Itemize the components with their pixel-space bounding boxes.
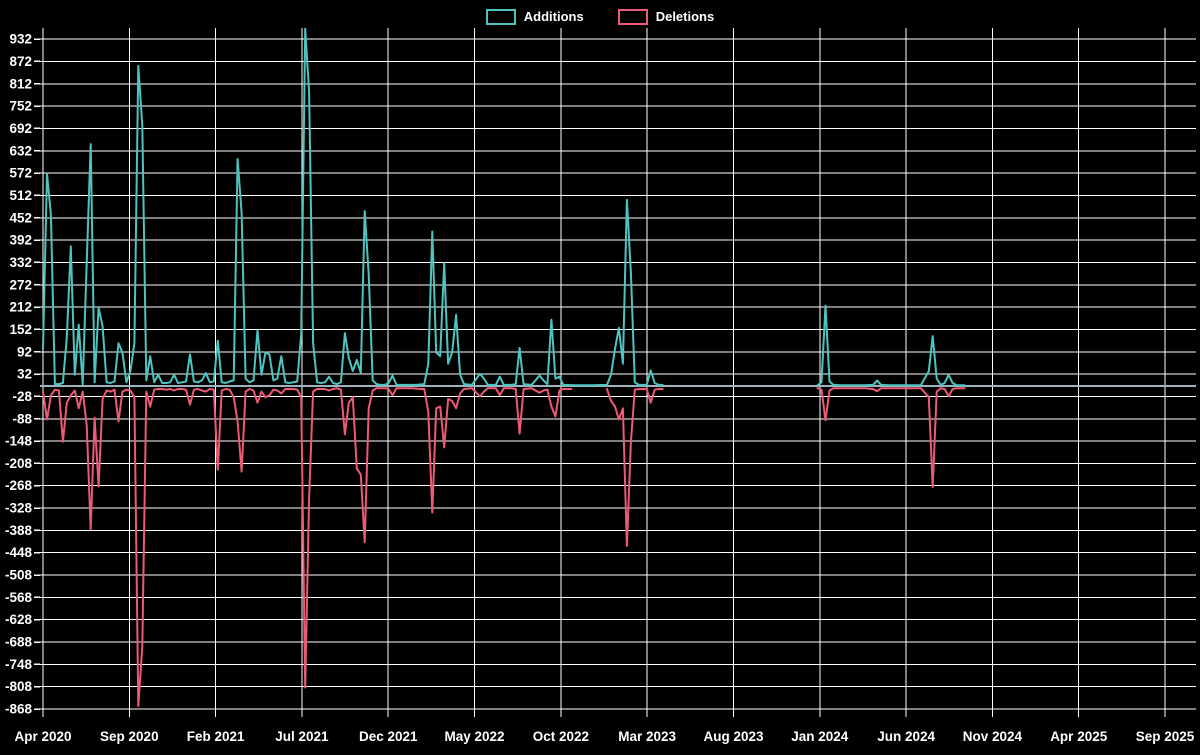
x-tick-label: Apr 2025 (1050, 729, 1108, 744)
x-tick-label: Sep 2025 (1136, 729, 1195, 744)
y-tick-label: 212 (9, 300, 32, 315)
y-tick-label: -268 (5, 478, 33, 493)
y-tick-label: 272 (9, 277, 32, 292)
deletions-line (816, 387, 966, 489)
deletions-line (42, 387, 573, 708)
y-tick-label: 32 (17, 367, 32, 382)
y-tick-label: 452 (9, 210, 32, 225)
y-tick-label: 392 (9, 233, 32, 248)
y-tick-label: 152 (9, 322, 32, 337)
y-tick-label: -688 (5, 635, 33, 650)
additions-line (42, 27, 664, 387)
y-tick-label: 572 (9, 166, 32, 181)
deletions-line (606, 388, 664, 547)
y-tick-label: 332 (9, 255, 32, 270)
x-tick-label: Jul 2021 (275, 729, 329, 744)
y-tick-label: -448 (5, 545, 33, 560)
y-tick-label: -388 (5, 523, 33, 538)
y-tick-label: 632 (9, 143, 32, 158)
x-tick-label: May 2022 (445, 729, 505, 744)
deletions-swatch-icon (617, 9, 648, 25)
legend-item-additions[interactable]: Additions (481, 8, 588, 26)
y-tick-label: -148 (5, 434, 33, 449)
x-tick-label: Aug 2023 (703, 729, 764, 744)
legend-item-deletions[interactable]: Deletions (613, 8, 719, 26)
y-tick-label: 752 (9, 99, 32, 114)
x-tick-label: Sep 2020 (100, 729, 159, 744)
x-tick-label: Nov 2024 (963, 729, 1023, 744)
y-tick-label: -508 (5, 568, 33, 583)
legend-label-deletions: Deletions (655, 9, 715, 24)
y-tick-label: -628 (5, 612, 33, 627)
x-tick-label: Mar 2023 (618, 729, 676, 744)
chart-legend: Additions Deletions (0, 8, 1200, 26)
x-tick-label: Jun 2024 (877, 729, 935, 744)
y-tick-label: 812 (9, 76, 32, 91)
x-tick-label: Apr 2020 (14, 729, 71, 744)
legend-label-additions: Additions (523, 9, 584, 24)
y-tick-label: -88 (12, 411, 32, 426)
additions-line (816, 304, 966, 387)
y-tick-label: -208 (5, 456, 33, 471)
x-tick-label: Dec 2021 (359, 729, 418, 744)
y-tick-label: 692 (9, 121, 32, 136)
x-tick-label: Feb 2021 (187, 729, 245, 744)
y-tick-label: -568 (5, 590, 33, 605)
y-tick-label: -328 (5, 501, 33, 516)
y-tick-label: -808 (5, 679, 33, 694)
y-tick-label: 932 (9, 32, 32, 47)
y-tick-label: -868 (5, 702, 33, 717)
x-tick-label: Jan 2024 (791, 729, 849, 744)
y-tick-label: -748 (5, 657, 33, 672)
x-tick-label: Oct 2022 (533, 729, 589, 744)
y-tick-label: -28 (12, 389, 32, 404)
y-tick-label: 512 (9, 188, 32, 203)
y-tick-label: 872 (9, 54, 32, 69)
y-tick-label: 92 (17, 344, 32, 359)
additions-swatch-icon (485, 9, 516, 25)
